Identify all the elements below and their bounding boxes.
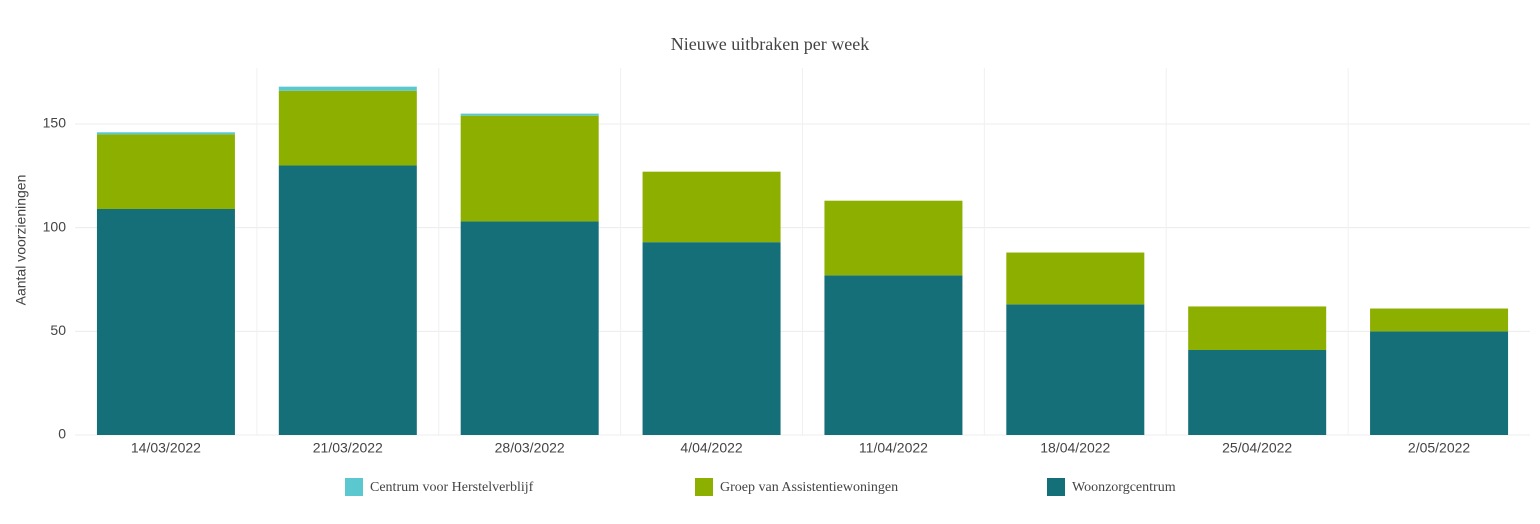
chart-title: Nieuwe uitbraken per week — [671, 34, 869, 54]
bar-segment — [96, 134, 235, 209]
y-axis-label: Aantal voorzieningen — [13, 175, 29, 306]
x-tick-label: 21/03/2022 — [313, 440, 383, 456]
y-tick-label: 50 — [50, 322, 66, 338]
bar-segment — [642, 242, 781, 435]
bar-segment — [1188, 349, 1327, 435]
x-tick-label: 28/03/2022 — [495, 440, 565, 456]
bar-segment — [460, 221, 599, 435]
bar-segment — [1006, 252, 1145, 305]
legend-label: Centrum voor Herstelverblijf — [370, 480, 534, 495]
bar-segment — [1370, 331, 1509, 435]
y-tick-label: 100 — [43, 218, 67, 234]
x-tick-label: 2/05/2022 — [1408, 440, 1470, 456]
bar-segment — [96, 132, 235, 135]
y-tick-label: 0 — [58, 426, 66, 442]
bar-segment — [278, 90, 417, 166]
x-tick-label: 11/04/2022 — [859, 440, 928, 456]
bar-segment — [642, 171, 781, 243]
legend-label: Groep van Assistentiewoningen — [720, 480, 898, 495]
bar-segment — [1006, 304, 1145, 435]
bar-segment — [278, 86, 417, 91]
bar-segment — [824, 275, 963, 435]
bar-segment — [96, 208, 235, 435]
y-tick-label: 150 — [43, 115, 67, 131]
legend-label: Woonzorgcentrum — [1072, 480, 1176, 495]
legend-swatch — [695, 478, 713, 496]
x-tick-label: 4/04/2022 — [680, 440, 742, 456]
bar-segment — [460, 113, 599, 116]
bar-segment — [824, 200, 963, 276]
x-tick-label: 14/03/2022 — [131, 440, 201, 456]
bar-segment — [1188, 306, 1327, 350]
x-tick-label: 25/04/2022 — [1222, 440, 1292, 456]
x-tick-label: 18/04/2022 — [1040, 440, 1110, 456]
legend-swatch — [345, 478, 363, 496]
bar-segment — [460, 115, 599, 222]
bar-segment — [1370, 308, 1509, 332]
bar-segment — [278, 165, 417, 436]
legend-swatch — [1047, 478, 1065, 496]
